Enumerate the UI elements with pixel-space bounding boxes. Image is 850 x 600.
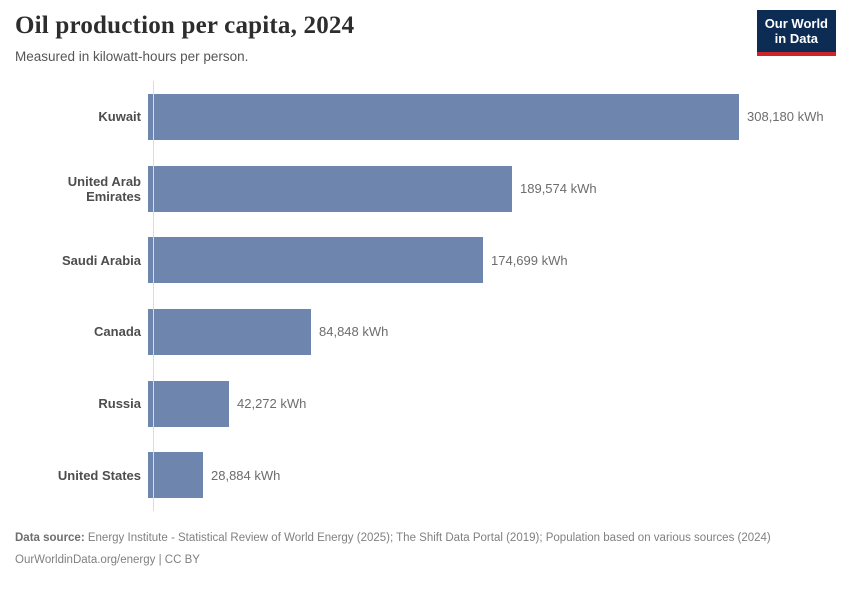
bar-zone: 189,574 kWh <box>147 165 835 212</box>
category-label: United States <box>57 467 141 483</box>
data-source-label: Data source: <box>15 532 85 544</box>
chart-subtitle: Measured in kilowatt-hours per person. <box>15 49 249 64</box>
bar-row: United States 28,884 kWh <box>15 439 835 511</box>
bar-row: United Arab Emirates 189,574 kWh <box>15 153 835 225</box>
bar-zone: 28,884 kWh <box>147 452 835 499</box>
category-label: Russia <box>98 396 141 412</box>
value-label: 28,884 kWh <box>211 467 281 483</box>
data-source-note: Data source: Energy Institute - Statisti… <box>15 529 835 547</box>
value-label: 189,574 kWh <box>520 181 597 196</box>
bar[interactable] <box>148 452 203 499</box>
bar-zone: 84,848 kWh <box>147 308 835 355</box>
value-label: 84,848 kWh <box>319 324 389 340</box>
category-label: United Arab Emirates <box>67 173 141 204</box>
chart-footer: Data source: Energy Institute - Statisti… <box>15 529 835 566</box>
chart-title: Oil production per capita, 2024 <box>15 12 355 39</box>
citation-link[interactable]: OurWorldinData.org/energy | CC BY <box>15 554 200 567</box>
category-label: Canada <box>94 324 141 340</box>
bar-zone: 42,272 kWh <box>147 380 835 427</box>
bar[interactable] <box>148 165 512 212</box>
owid-logo-line1: Our World <box>764 16 828 31</box>
bar[interactable] <box>148 93 739 140</box>
chart-header: Oil production per capita, 2024 Measured… <box>15 12 835 64</box>
bar-zone: 308,180 kWh <box>147 93 835 140</box>
owid-logo[interactable]: Our World in Data <box>756 10 836 56</box>
category-label: Kuwait <box>98 109 141 125</box>
value-label: 308,180 kWh <box>747 109 824 125</box>
bar-chart: Kuwait 308,180 kWh United Arab Emirates … <box>15 81 835 511</box>
category-label: Saudi Arabia <box>62 252 141 268</box>
bar-rows: Kuwait 308,180 kWh United Arab Emirates … <box>15 81 835 511</box>
owid-logo-line2: in Data <box>774 31 819 47</box>
bar-row: Russia 42,272 kWh <box>15 368 835 440</box>
data-source-text: Energy Institute - Statistical Review of… <box>84 532 771 544</box>
bar[interactable] <box>148 380 229 427</box>
value-label: 174,699 kWh <box>491 252 568 268</box>
y-axis-line <box>153 81 154 511</box>
value-label: 42,272 kWh <box>237 396 307 412</box>
bar[interactable] <box>148 237 483 284</box>
bar[interactable] <box>148 308 311 355</box>
bar-row: Canada 84,848 kWh <box>15 296 835 368</box>
bar-row: Kuwait 308,180 kWh <box>15 81 835 153</box>
bar-row: Saudi Arabia 174,699 kWh <box>15 224 835 296</box>
bar-zone: 174,699 kWh <box>147 237 835 284</box>
